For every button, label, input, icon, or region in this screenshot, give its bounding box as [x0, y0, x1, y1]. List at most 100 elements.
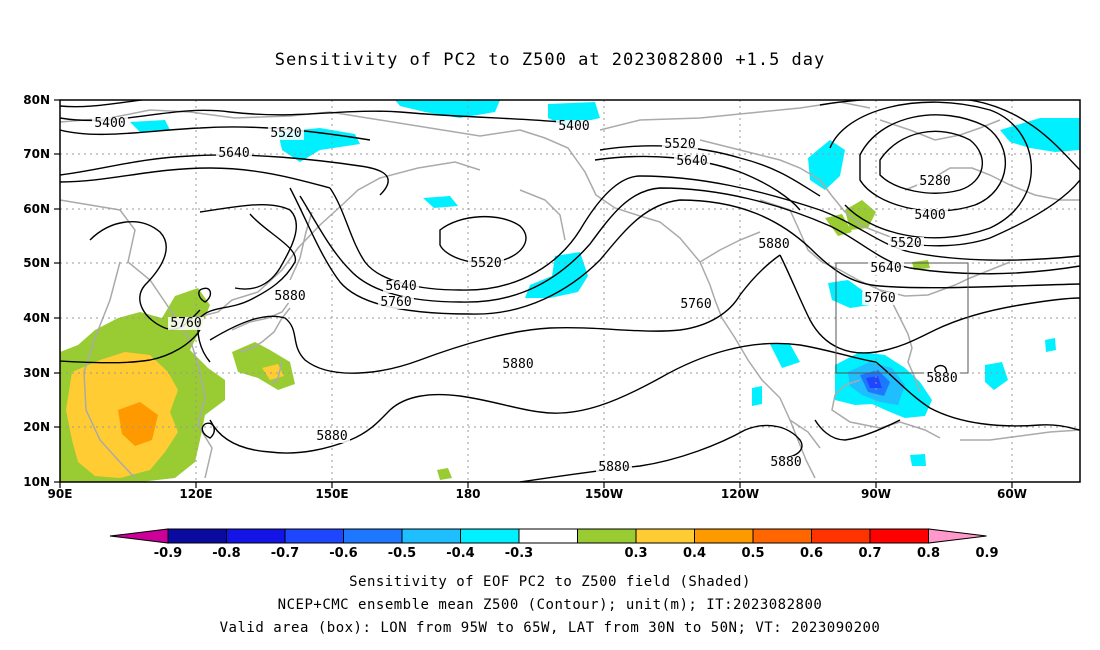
contour-line — [299, 187, 1080, 303]
colorbar-swatch — [401, 528, 461, 544]
contour-label-bg — [768, 456, 804, 469]
contour-line — [60, 100, 148, 108]
lon-label: 60W — [997, 487, 1027, 501]
contour-label: 5880 — [926, 371, 957, 386]
colorbar-swatch — [577, 528, 637, 544]
lon-label: 150W — [585, 487, 623, 501]
colorbar-tick-label: 0.3 — [624, 546, 647, 561]
contour-label: 5640 — [870, 261, 901, 276]
contour-line — [519, 424, 803, 482]
contour-label-bg — [912, 209, 948, 222]
contour-label: 5400 — [94, 116, 125, 131]
contour-line — [60, 167, 331, 189]
lon-label: 120E — [179, 487, 212, 501]
contour-label-bg — [662, 138, 698, 151]
lat-label: 50N — [23, 256, 50, 270]
colorbar-swatch — [752, 528, 812, 544]
colorbar: -0.9 -0.8 -0.7 -0.6 -0.5 -0.4 -0.3 0.3 0.4 0.5 0.6… — [109, 528, 999, 561]
page-title: Sensitivity of PC2 to Z500 at 2023082800… — [274, 50, 826, 70]
positive-region-small — [437, 468, 452, 480]
contour-label-bg — [862, 292, 898, 305]
contour-line — [779, 254, 1080, 354]
longitude-labels: 90E 120E 150E 180 150W 120W 90W 60W — [48, 487, 1027, 501]
negative-region-mexico2 — [752, 386, 762, 406]
contour-label-bg — [314, 430, 350, 443]
contour-line — [859, 114, 1007, 212]
colorbar-tick-label: 0.6 — [800, 546, 823, 561]
contour-label-bg — [468, 257, 504, 270]
contour-label-bg — [92, 117, 128, 130]
contour-line — [197, 213, 296, 363]
colorbar-tick-label: 0.8 — [917, 546, 940, 561]
contour-label: 5640 — [218, 146, 249, 161]
colorbar-swatch — [167, 528, 227, 544]
colorbar-swatch — [343, 528, 403, 544]
negative-region-arctic2 — [130, 120, 170, 132]
contour-line — [329, 175, 1080, 291]
contour-label-bg — [674, 155, 710, 168]
lon-label: 90W — [861, 487, 891, 501]
lat-label: 60N — [23, 202, 50, 216]
colorbar-tick-label: -0.7 — [271, 546, 299, 561]
negative-region-pacific1 — [423, 196, 458, 208]
contour-line — [199, 203, 297, 290]
contour-line — [209, 254, 781, 374]
contour-label-bg — [216, 147, 252, 160]
contour-label: 5760 — [170, 316, 201, 331]
lat-label: 10N — [23, 475, 50, 489]
contour-label: 5400 — [914, 208, 945, 223]
contour-line — [289, 187, 1080, 315]
contour-label: 5520 — [470, 256, 501, 271]
contour-label-bg — [556, 120, 592, 133]
contour-label-bg — [868, 262, 904, 275]
negative-region-east — [985, 362, 1008, 390]
colorbar-low-triangle — [109, 528, 169, 544]
negative-region-mexico — [770, 344, 800, 368]
contour-label: 5640 — [385, 279, 416, 294]
negative-region-east3 — [910, 454, 926, 466]
contour-label-bg — [272, 290, 308, 303]
positive-region-japan — [232, 342, 295, 390]
colorbar-tick-label: 0.4 — [683, 546, 706, 561]
colorbar-swatch — [518, 528, 578, 544]
negative-region-east2 — [1045, 338, 1056, 352]
contour-line — [439, 216, 527, 264]
contour-label: 5760 — [380, 295, 411, 310]
contour-label-bg — [924, 372, 960, 385]
contour-label: 5760 — [864, 291, 895, 306]
colorbar-swatch — [284, 528, 344, 544]
contour-label-bg — [168, 317, 204, 330]
contour-label-bg — [678, 298, 714, 311]
contour-line — [879, 130, 983, 194]
contour-label-bg — [888, 237, 924, 250]
caption-line-3: Valid area (box): LON from 95W to 65W, L… — [219, 620, 881, 636]
contour-label: 5400 — [558, 119, 589, 134]
contour-label-bg — [268, 127, 304, 140]
lat-label: 80N — [23, 93, 50, 107]
caption-line-2: NCEP+CMC ensemble mean Z500 (Contour); u… — [277, 597, 823, 613]
negative-region-atlantic — [1000, 118, 1080, 152]
lat-label: 20N — [23, 420, 50, 434]
contour-labels: 5400 5520 5640 5400 5520 5640 5280 5400 5520 5640… — [92, 116, 960, 475]
contour-line — [829, 101, 1032, 239]
negative-region-arctic1 — [395, 100, 500, 118]
colorbar-swatch — [460, 528, 520, 544]
contour-line — [60, 329, 201, 364]
lon-label: 120W — [721, 487, 759, 501]
contour-label: 5760 — [680, 297, 711, 312]
contour-label: 5640 — [676, 154, 707, 169]
contour-label: 5880 — [770, 455, 801, 470]
map-frame — [59, 99, 1081, 483]
contour-line — [209, 342, 877, 454]
axis-ticks — [54, 99, 1013, 488]
positive-core-asia — [118, 402, 158, 446]
contour-label: 5880 — [502, 357, 533, 372]
latitude-labels: 80N 70N 60N 50N 40N 30N 20N 10N — [23, 93, 50, 489]
lon-label: 180 — [455, 487, 480, 501]
contour-label: 5520 — [270, 126, 301, 141]
colorbar-swatch — [869, 528, 929, 544]
contour-label-bg — [756, 238, 792, 251]
lat-label: 30N — [23, 366, 50, 380]
contour-line — [60, 126, 371, 141]
caption-line-1: Sensitivity of EOF PC2 to Z500 field (Sh… — [349, 574, 751, 590]
